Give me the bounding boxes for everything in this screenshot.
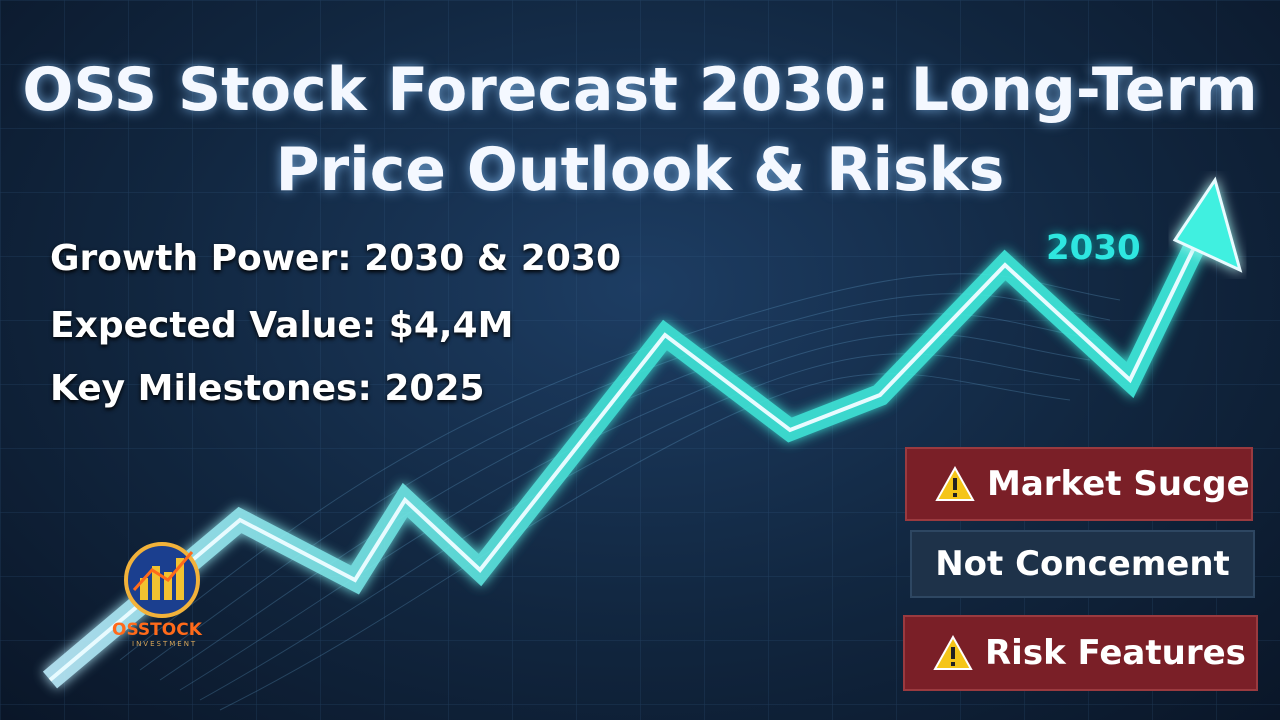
arrow-label: 2030 [1046,228,1141,268]
title-line: OSS Stock Forecast 2030: Long-Term [22,55,1258,125]
badge-text: Risk Features [985,633,1246,673]
warning-icon [935,466,975,501]
logo-name: OSSTOCK [112,620,202,640]
badge: Not Concement [910,530,1255,598]
highlight: Key Milestones: 2025 [50,368,485,409]
warning-icon [933,635,973,670]
highlight: Growth Power: 2030 & 2030 [50,238,621,279]
badge-text: Not Concement [935,544,1230,584]
logo-tagline: INVESTMENT [132,640,198,648]
badge-text: Market Sucge [987,464,1250,504]
badge: Market Sucge [905,447,1253,521]
title-line: Price Outlook & Risks [275,135,1005,205]
badge: Risk Features [903,615,1258,691]
logo-icon [124,542,200,618]
highlight: Expected Value: $4,4M [50,305,514,346]
